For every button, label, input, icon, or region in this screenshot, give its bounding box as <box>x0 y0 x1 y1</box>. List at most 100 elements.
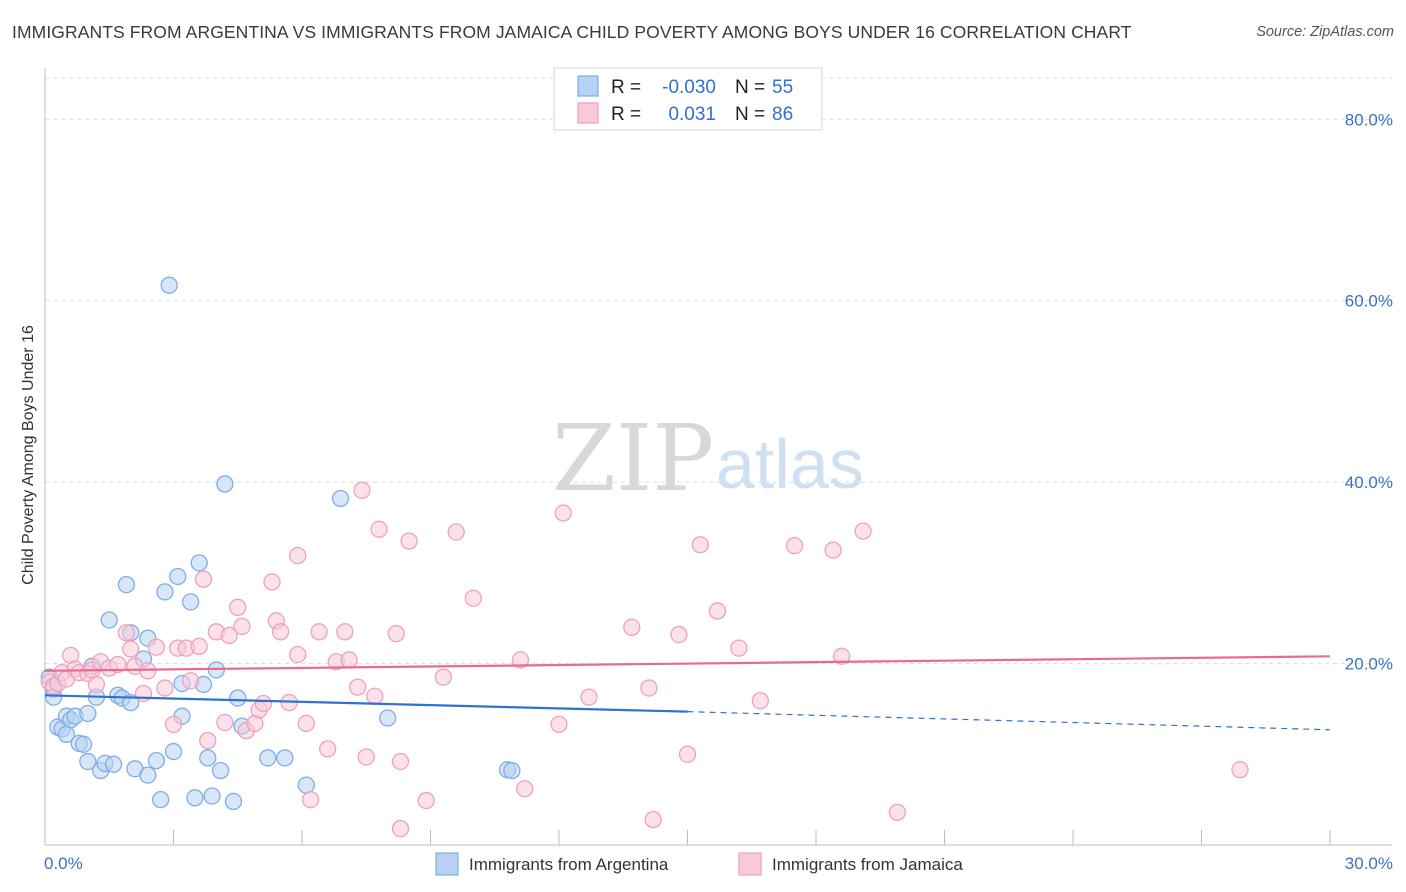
x-tick-label-min: 0.0% <box>44 854 83 873</box>
axes <box>44 68 1392 846</box>
point-series1-20 <box>156 679 174 697</box>
y-tick-label-1: 40.0% <box>1345 473 1393 492</box>
point-series0-41 <box>203 787 221 805</box>
point-series1-50 <box>349 678 367 696</box>
point-series1-31 <box>229 598 247 616</box>
point-series0-10 <box>74 735 93 753</box>
point-series1-13 <box>109 655 127 674</box>
point-series1-39 <box>271 623 290 641</box>
legend-r-label-jamaica: R = <box>611 104 641 125</box>
series-0-points <box>40 276 521 811</box>
point-series0-51 <box>331 489 350 508</box>
point-series0-43 <box>211 761 230 780</box>
point-series1-57 <box>391 820 410 838</box>
point-series1-37 <box>263 573 281 591</box>
point-series0-37 <box>186 789 204 807</box>
point-series0-18 <box>104 755 123 773</box>
point-series0-32 <box>164 742 183 761</box>
x-tick-labels: 0.0% 30.0% <box>44 854 1393 873</box>
point-series1-52 <box>357 748 375 766</box>
legend-r-label-argentina: R = <box>611 77 641 98</box>
point-series0-45 <box>224 792 243 811</box>
point-series1-63 <box>511 651 530 669</box>
y-axis-title: Child Poverty Among Boys Under 16 <box>20 325 37 585</box>
legend-n-label-jamaica: N = <box>735 104 765 125</box>
point-series1-10 <box>87 675 106 694</box>
bottom-legend-label-argentina: Immigrants from Argentina <box>469 855 669 874</box>
point-series1-45 <box>310 623 328 641</box>
point-series1-25 <box>190 637 208 655</box>
trend-line-extension-series-0 <box>687 711 1331 731</box>
bottom-legend-swatch-argentina <box>435 852 459 876</box>
point-series1-43 <box>297 714 315 733</box>
trend-lines <box>44 655 1331 731</box>
point-series0-33 <box>169 567 187 586</box>
legend-r-value-argentina: -0.030 <box>662 77 716 98</box>
point-series0-21 <box>117 576 136 594</box>
point-series0-49 <box>276 749 294 767</box>
point-series1-80 <box>854 522 872 540</box>
point-series1-51 <box>353 481 371 499</box>
point-series1-24 <box>181 672 200 690</box>
point-series1-70 <box>644 810 662 829</box>
point-series1-58 <box>400 532 418 550</box>
trend-line-series-0 <box>44 694 688 713</box>
point-series1-46 <box>319 740 337 758</box>
point-series0-52 <box>379 709 397 727</box>
watermark-atlas: atlas <box>716 425 864 503</box>
point-series1-56 <box>391 752 410 771</box>
point-series1-30 <box>220 626 238 645</box>
point-series0-40 <box>199 749 217 767</box>
point-series1-17 <box>134 684 153 703</box>
data-points <box>40 276 1249 838</box>
legend-box <box>553 67 823 131</box>
y-tick-label-0: 20.0% <box>1345 655 1393 674</box>
point-series1-49 <box>340 651 358 669</box>
watermark: ZIP atlas <box>552 405 864 512</box>
chart-title: IMMIGRANTS FROM ARGENTINA VS IMMIGRANTS … <box>12 22 1132 42</box>
point-series1-62 <box>464 589 482 607</box>
y-tick-labels: 20.0% 40.0% 60.0% 80.0% <box>1345 110 1393 673</box>
point-series1-15 <box>122 640 140 658</box>
point-series0-30 <box>156 583 174 601</box>
y-tick-label-3: 80.0% <box>1345 110 1393 129</box>
point-series1-65 <box>550 715 568 733</box>
correlation-legend: R = -0.030 N = 55 R = 0.031 N = 86 <box>553 67 823 131</box>
point-series1-79 <box>833 647 851 665</box>
legend-swatch-jamaica <box>577 102 599 124</box>
x-tick-label-max: 30.0% <box>1345 854 1393 873</box>
point-series1-54 <box>370 520 388 538</box>
point-series1-60 <box>434 668 453 686</box>
point-series1-26 <box>194 570 213 588</box>
point-series1-66 <box>554 504 572 522</box>
point-series1-36 <box>254 694 273 713</box>
point-series1-59 <box>417 791 435 810</box>
point-series0-50 <box>297 776 315 794</box>
point-series0-46 <box>229 689 247 707</box>
source-label: Source: ZipAtlas.com <box>1256 24 1394 40</box>
bottom-legend-label-jamaica: Immigrants from Jamaica <box>772 855 963 874</box>
point-series1-53 <box>366 687 384 705</box>
point-series1-29 <box>216 713 234 732</box>
y-tick-label-2: 60.0% <box>1345 292 1393 311</box>
series-legend: Immigrants from Argentina Immigrants fro… <box>435 852 963 876</box>
point-series1-77 <box>785 536 804 555</box>
point-series1-78 <box>824 541 842 559</box>
point-series1-21 <box>164 715 183 733</box>
point-series1-81 <box>888 803 907 821</box>
trend-line-series-1 <box>44 655 1331 672</box>
point-series0-38 <box>190 554 208 572</box>
point-series0-36 <box>181 593 200 611</box>
point-series0-29 <box>151 790 170 809</box>
point-series1-82 <box>1231 761 1249 779</box>
legend-r-value-jamaica: 0.031 <box>668 104 716 125</box>
legend-n-value-jamaica: 86 <box>772 104 793 125</box>
point-series1-27 <box>199 732 217 750</box>
point-series1-55 <box>387 624 405 643</box>
watermark-zip: ZIP <box>552 405 714 512</box>
gridlines <box>45 77 1392 665</box>
point-series1-61 <box>447 523 465 541</box>
point-series1-44 <box>301 790 320 809</box>
point-series1-48 <box>336 623 354 641</box>
point-series0-44 <box>216 475 234 493</box>
